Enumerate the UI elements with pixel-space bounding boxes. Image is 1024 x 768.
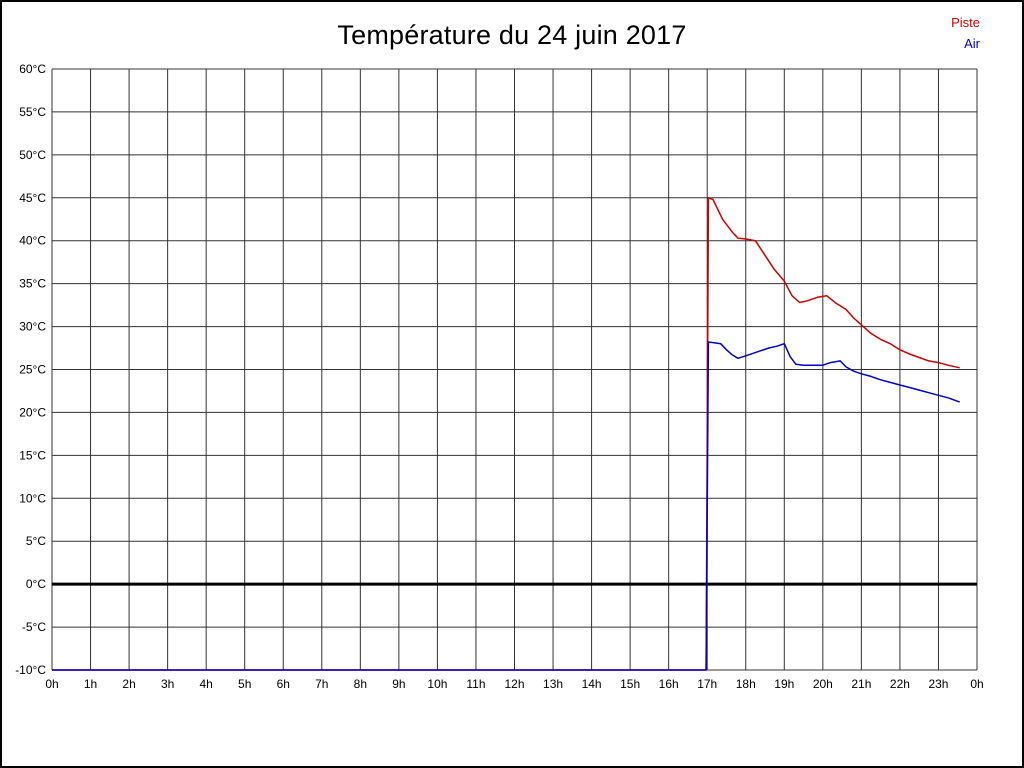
y-tick-label: 40°C <box>19 234 46 248</box>
x-tick-label: 2h <box>122 677 135 691</box>
y-tick-label: 0°C <box>26 577 46 591</box>
y-tick-label: -5°C <box>22 620 46 634</box>
x-tick-label: 15h <box>620 677 640 691</box>
y-tick-label: 35°C <box>19 277 46 291</box>
x-tick-label: 18h <box>736 677 756 691</box>
legend: Piste Air <box>951 12 980 54</box>
y-tick-label: 50°C <box>19 148 46 162</box>
gridlines <box>51 68 978 671</box>
x-tick-label: 21h <box>851 677 871 691</box>
x-axis-labels: 0h 1h 2h 3h 4h 5h 6h 7h 8h 9h 10h 11h 12h 13h 14h 15h 16… <box>45 677 983 691</box>
x-tick-label: 17h <box>697 677 717 691</box>
y-tick-label: 15°C <box>19 448 46 462</box>
x-tick-label: 11h <box>466 677 485 691</box>
x-tick-label: 5h <box>238 677 251 691</box>
y-tick-label: 5°C <box>26 534 46 548</box>
y-tick-label: -10°C <box>15 663 46 677</box>
x-tick-label: 9h <box>392 677 405 691</box>
x-tick-label: 13h <box>543 677 563 691</box>
x-tick-label: 0h <box>45 677 58 691</box>
x-tick-label: 4h <box>199 677 212 691</box>
y-tick-label: 10°C <box>19 491 46 505</box>
x-tick-label: 20h <box>813 677 833 691</box>
x-tick-label: 10h <box>427 677 447 691</box>
y-tick-label: 60°C <box>19 62 46 76</box>
x-tick-label: 22h <box>890 677 910 691</box>
x-tick-label: 6h <box>277 677 290 691</box>
y-tick-label: 20°C <box>19 405 46 419</box>
x-tick-label: 12h <box>504 677 524 691</box>
series-line-air <box>52 341 960 671</box>
y-axis-labels: 60°C 55°C 50°C 45°C 40°C 35°C 30°C 25°C 20°C 15°C… <box>15 62 46 677</box>
x-tick-label: 14h <box>582 677 602 691</box>
y-tick-label: 55°C <box>19 105 46 119</box>
y-tick-label: 25°C <box>19 363 46 377</box>
y-tick-label: 30°C <box>19 320 46 334</box>
chart-title: Température du 24 juin 2017 <box>337 20 687 50</box>
x-tick-label: 1h <box>84 677 97 691</box>
x-tick-label: 3h <box>161 677 174 691</box>
series-line-piste <box>52 197 960 671</box>
legend-item-air: Air <box>964 36 980 51</box>
x-tick-label: 8h <box>354 677 367 691</box>
x-tick-label: 19h <box>774 677 794 691</box>
x-tick-label: 23h <box>928 677 948 691</box>
y-tick-label: 45°C <box>19 191 46 205</box>
x-tick-label: 16h <box>659 677 679 691</box>
x-tick-label: 0h <box>970 677 983 691</box>
legend-item-piste: Piste <box>951 15 980 30</box>
x-tick-label: 7h <box>315 677 328 691</box>
